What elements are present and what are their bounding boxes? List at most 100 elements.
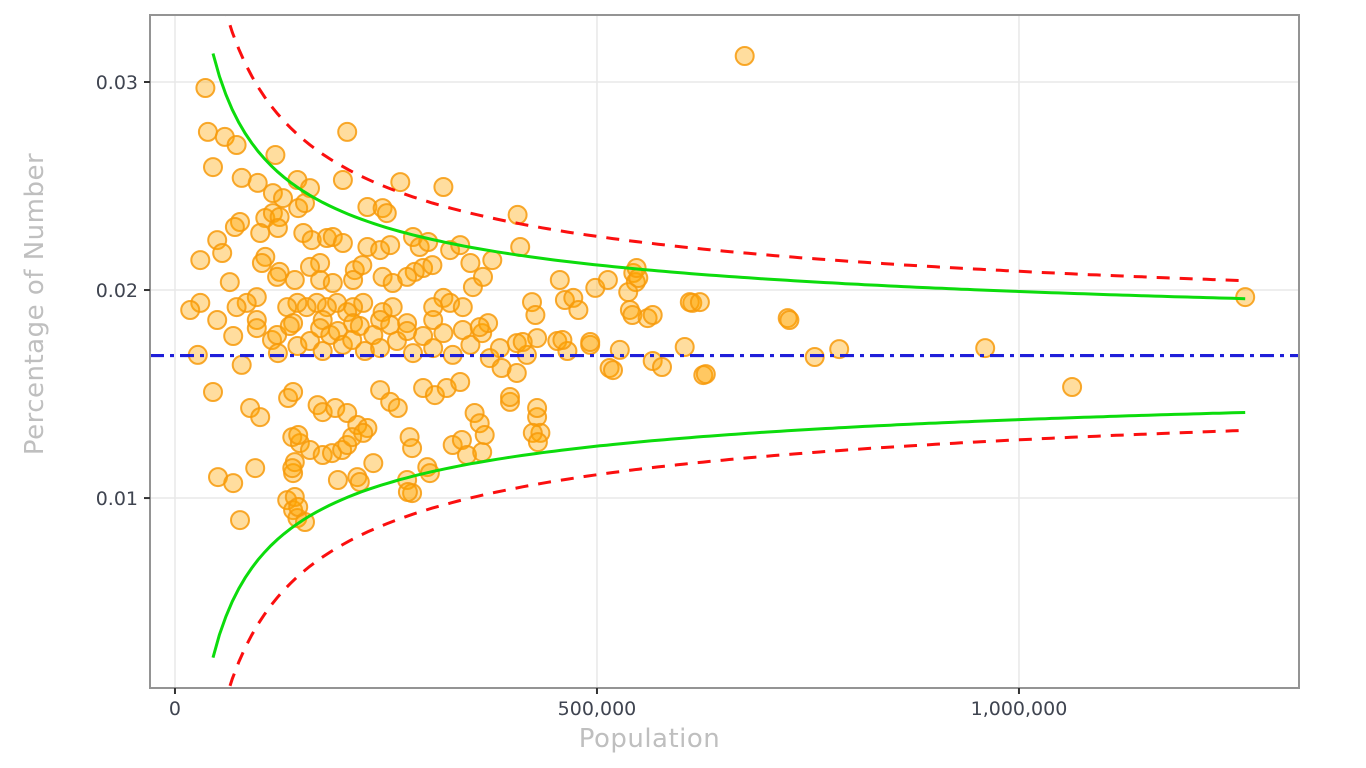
scatter-point bbox=[422, 255, 443, 276]
scatter-point bbox=[250, 223, 271, 243]
scatter-point bbox=[190, 250, 211, 271]
scatter-point bbox=[387, 398, 408, 418]
scatter-point bbox=[327, 470, 348, 490]
scatter-point bbox=[282, 458, 303, 479]
scatter-point bbox=[975, 338, 996, 359]
scatter-point bbox=[353, 422, 374, 443]
scatter-point bbox=[300, 256, 320, 277]
scatter-point bbox=[332, 170, 353, 190]
y-tick-label: 0.02 bbox=[96, 280, 138, 302]
scatter-point bbox=[452, 297, 473, 318]
scatter-point bbox=[433, 177, 454, 197]
scatter-point bbox=[212, 243, 233, 263]
scatter-point bbox=[231, 354, 252, 375]
scatter-point bbox=[284, 270, 305, 290]
scatter-point bbox=[219, 272, 240, 293]
scatter-point bbox=[413, 378, 434, 398]
scatter-point bbox=[390, 172, 411, 193]
scatter-point bbox=[357, 197, 378, 217]
scatter-point bbox=[349, 316, 370, 336]
scatter-point bbox=[734, 46, 755, 66]
scatter-point bbox=[402, 438, 423, 459]
scatter-point bbox=[397, 482, 418, 502]
scatter-point bbox=[527, 398, 548, 418]
scatter-point bbox=[469, 317, 490, 338]
scatter-point bbox=[695, 364, 716, 385]
scatter-point bbox=[190, 292, 211, 313]
scatter-point bbox=[609, 339, 630, 360]
scatter-point bbox=[652, 357, 672, 377]
scatter-point bbox=[472, 442, 493, 463]
scatter-point bbox=[301, 230, 322, 251]
x-tick-label: 0 bbox=[169, 698, 181, 720]
scatter-point bbox=[322, 227, 343, 247]
scatter-point bbox=[628, 268, 649, 288]
scatter-point bbox=[226, 135, 247, 155]
scatter-point bbox=[451, 430, 472, 450]
scatter-point bbox=[322, 273, 343, 293]
scatter-point bbox=[207, 310, 228, 330]
plot-content bbox=[150, 15, 1299, 688]
scatter-point bbox=[223, 473, 244, 494]
panel-border bbox=[149, 14, 1300, 689]
scatter-point bbox=[507, 204, 528, 225]
scatter-point bbox=[500, 387, 520, 407]
scatter-point bbox=[287, 292, 308, 313]
scatter-point bbox=[1062, 377, 1083, 397]
scatter-point bbox=[580, 332, 601, 352]
inner-limit-lower-curve bbox=[211, 411, 1246, 659]
scatter-point bbox=[332, 233, 353, 253]
scatter-point bbox=[342, 427, 363, 448]
scatter-point bbox=[246, 287, 267, 308]
scatter-point bbox=[469, 413, 490, 434]
scatter-point bbox=[442, 435, 463, 455]
y-tick-label: 0.03 bbox=[96, 72, 138, 94]
scatter-point bbox=[527, 432, 548, 453]
scatter-point bbox=[267, 218, 288, 238]
scatter-point bbox=[500, 391, 520, 412]
scatter-point bbox=[397, 266, 418, 287]
scatter-point bbox=[246, 318, 267, 339]
scatter-point bbox=[363, 453, 384, 474]
scatter-point bbox=[450, 372, 471, 392]
x-tick-label: 1,000,000 bbox=[971, 698, 1068, 720]
scatter-point bbox=[597, 270, 618, 290]
scatter-point bbox=[386, 331, 407, 351]
y-axis-title: Percentage of Number bbox=[20, 152, 50, 456]
x-tick-label: 500,000 bbox=[558, 698, 637, 720]
scatter-point bbox=[482, 250, 503, 271]
scatter-point bbox=[295, 193, 315, 214]
scatter-point bbox=[283, 382, 304, 402]
scatter-point bbox=[563, 287, 584, 308]
scatter-point bbox=[226, 297, 247, 318]
scatter-point bbox=[618, 282, 639, 303]
x-axis-title: Population bbox=[578, 724, 721, 754]
scatter-point bbox=[236, 292, 257, 313]
scatter-point bbox=[349, 472, 370, 492]
scatter-point bbox=[203, 382, 223, 402]
inner-limit-upper-curve bbox=[211, 53, 1246, 301]
scatter-point bbox=[250, 407, 271, 428]
scatter-point bbox=[433, 323, 454, 344]
scatter-point bbox=[279, 316, 300, 336]
scatter-point bbox=[337, 121, 358, 142]
scatter-point bbox=[288, 425, 309, 445]
scatter-point bbox=[549, 270, 570, 290]
scatter-point bbox=[512, 332, 533, 352]
scatter-point bbox=[460, 253, 481, 273]
scatter-point bbox=[424, 385, 445, 406]
scatter-point bbox=[474, 425, 495, 445]
scatter-point bbox=[332, 334, 353, 355]
y-tick-label: 0.01 bbox=[96, 488, 138, 510]
scatter-point bbox=[674, 337, 695, 357]
scatter-point bbox=[197, 121, 218, 142]
scatter-point bbox=[273, 188, 293, 209]
scatter-point bbox=[376, 203, 397, 224]
outer-limit-upper-curve bbox=[225, 15, 1246, 283]
scatter-point bbox=[267, 343, 288, 364]
scatter-point bbox=[689, 292, 710, 313]
scatter-point bbox=[491, 358, 512, 378]
scatter-point bbox=[262, 183, 283, 204]
scatter-point bbox=[462, 277, 483, 298]
scatter-point bbox=[224, 217, 245, 237]
